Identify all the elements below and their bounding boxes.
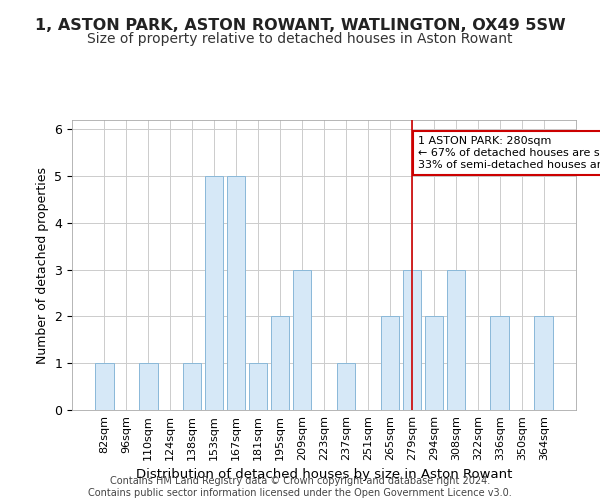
Text: Contains HM Land Registry data © Crown copyright and database right 2024.
Contai: Contains HM Land Registry data © Crown c… <box>88 476 512 498</box>
X-axis label: Distribution of detached houses by size in Aston Rowant: Distribution of detached houses by size … <box>136 468 512 481</box>
Bar <box>205 176 223 410</box>
Bar <box>403 270 421 410</box>
Bar <box>380 316 399 410</box>
Y-axis label: Number of detached properties: Number of detached properties <box>36 166 49 364</box>
Bar <box>293 270 311 410</box>
Bar <box>271 316 289 410</box>
Bar <box>535 316 553 410</box>
Bar <box>139 363 158 410</box>
Bar <box>183 363 202 410</box>
Bar <box>425 316 443 410</box>
Bar <box>95 363 113 410</box>
Bar <box>227 176 245 410</box>
Bar <box>490 316 509 410</box>
Text: 1, ASTON PARK, ASTON ROWANT, WATLINGTON, OX49 5SW: 1, ASTON PARK, ASTON ROWANT, WATLINGTON,… <box>35 18 565 32</box>
Bar <box>249 363 268 410</box>
Bar <box>337 363 355 410</box>
Text: Size of property relative to detached houses in Aston Rowant: Size of property relative to detached ho… <box>87 32 513 46</box>
Text: 1 ASTON PARK: 280sqm
← 67% of detached houses are smaller (22)
33% of semi-detac: 1 ASTON PARK: 280sqm ← 67% of detached h… <box>418 136 600 170</box>
Bar <box>446 270 465 410</box>
